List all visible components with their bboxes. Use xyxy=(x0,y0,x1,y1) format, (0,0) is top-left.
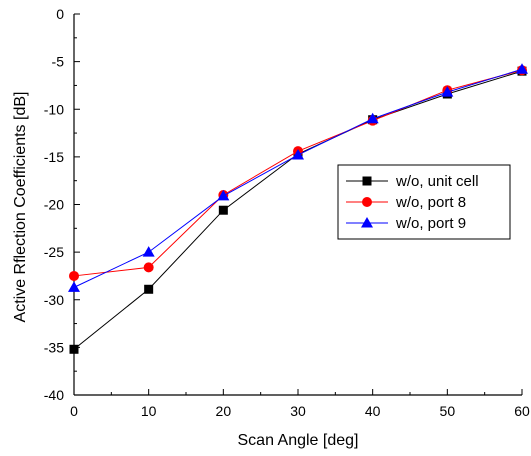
data-point xyxy=(516,63,528,74)
x-axis-label: Scan Angle [deg] xyxy=(238,432,359,449)
x-axis: 0 10 20 30 40 50 60 xyxy=(70,389,530,419)
legend-marker xyxy=(361,217,373,228)
legend-item: w/o, unit cell xyxy=(346,173,479,190)
series-layer xyxy=(68,63,528,354)
data-point xyxy=(441,86,454,97)
data-point xyxy=(142,246,155,257)
x-tick-label: 10 xyxy=(141,403,157,419)
data-point xyxy=(292,148,304,160)
y-tick-label: -35 xyxy=(44,339,64,355)
y-tick-label: 0 xyxy=(56,6,64,22)
legend: w/o, unit cell w/o, port 8 w/o, port 9 xyxy=(337,164,511,240)
legend-item: w/o, port 8 xyxy=(346,194,466,211)
legend-label: w/o, port 8 xyxy=(395,194,466,211)
legend-marker xyxy=(362,176,372,186)
data-point xyxy=(218,205,228,215)
x-tick-label: 30 xyxy=(290,403,306,419)
y-tick-label: -25 xyxy=(44,244,64,260)
legend-marker xyxy=(362,197,372,207)
x-tick-label: 60 xyxy=(514,403,530,419)
x-tick-label: 50 xyxy=(440,403,456,419)
y-tick-label: -20 xyxy=(44,197,64,213)
legend-item: w/o, port 9 xyxy=(346,215,466,232)
data-point xyxy=(144,284,154,294)
x-tick-label: 0 xyxy=(70,403,78,419)
y-tick-label: -5 xyxy=(52,54,65,70)
data-point xyxy=(143,262,154,273)
data-point xyxy=(217,189,230,201)
data-point xyxy=(69,270,79,281)
x-tick-label: 40 xyxy=(365,403,381,419)
data-point xyxy=(366,112,379,124)
y-tick-label: -30 xyxy=(44,292,64,308)
y-tick-label: -10 xyxy=(44,101,64,117)
x-tick-label: 20 xyxy=(216,403,232,419)
y-axis-label: Active Rflection Coefficients [dB] xyxy=(12,92,29,323)
series-3 xyxy=(68,63,528,292)
legend-label: w/o, unit cell xyxy=(395,173,479,190)
data-point xyxy=(68,281,80,292)
y-tick-label: -15 xyxy=(44,149,64,165)
legend-label: w/o, port 9 xyxy=(395,215,466,232)
data-point xyxy=(69,344,79,354)
y-tick-label: -40 xyxy=(44,387,64,403)
y-axis: 0 -5 -10 -15 -20 -25 -30 -35 -40 xyxy=(44,6,80,403)
